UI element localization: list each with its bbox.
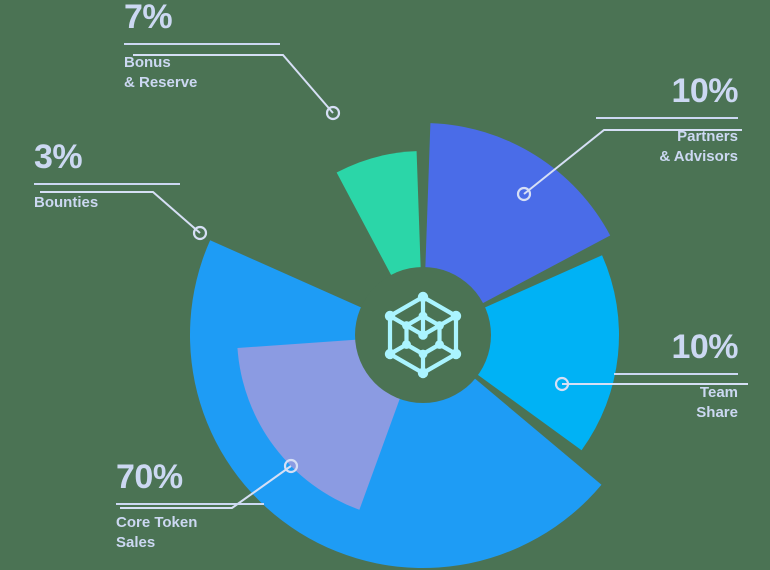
callout-partners-advisors: 10% Partners & Advisors [596,72,739,167]
callout-partners-label: Partners & Advisors [659,127,738,165]
callout-bonus-label: Bonus & Reserve [124,53,198,91]
pie-slice-team[interactable] [423,255,619,451]
leader-dot-core [283,458,299,474]
callout-core-token-sales: 70% Core Token Sales [116,458,264,553]
hexagon-network-logo-icon [384,291,462,379]
pie-slice-partners[interactable] [423,123,611,335]
callout-bonus-reserve: 7% Bonus & Reserve [124,0,280,93]
leader-dot-partners [516,186,532,202]
callout-bonus-rule [124,42,280,45]
leader-line-core [120,465,292,509]
callout-team-label: Team Share [696,383,738,421]
callout-team-share: 10% Team Share [614,328,739,423]
callout-core-label: Core Token Sales [116,513,198,551]
callout-bounties-rule [34,182,180,185]
leader-line-bounties [40,191,201,234]
leader-dot-bonus [325,105,341,121]
leader-line-bonus [133,54,334,114]
leader-dot-bounties [192,225,208,241]
callout-partners-percent: 10% [671,72,738,110]
leader-line-layer [40,54,748,509]
callout-team-rule [614,372,738,375]
callout-bounties: 3% Bounties [34,138,180,213]
callout-bounties-percent: 3% [34,138,83,176]
callout-bounties-label: Bounties [34,193,99,211]
callout-team-percent: 10% [671,328,738,366]
leader-dot-team [554,376,570,392]
callout-core-rule [116,502,264,505]
callout-partners-rule [596,116,738,119]
leader-line-partners [523,129,742,195]
callout-bonus-percent: 7% [124,0,173,36]
callout-core-percent: 70% [116,458,183,496]
